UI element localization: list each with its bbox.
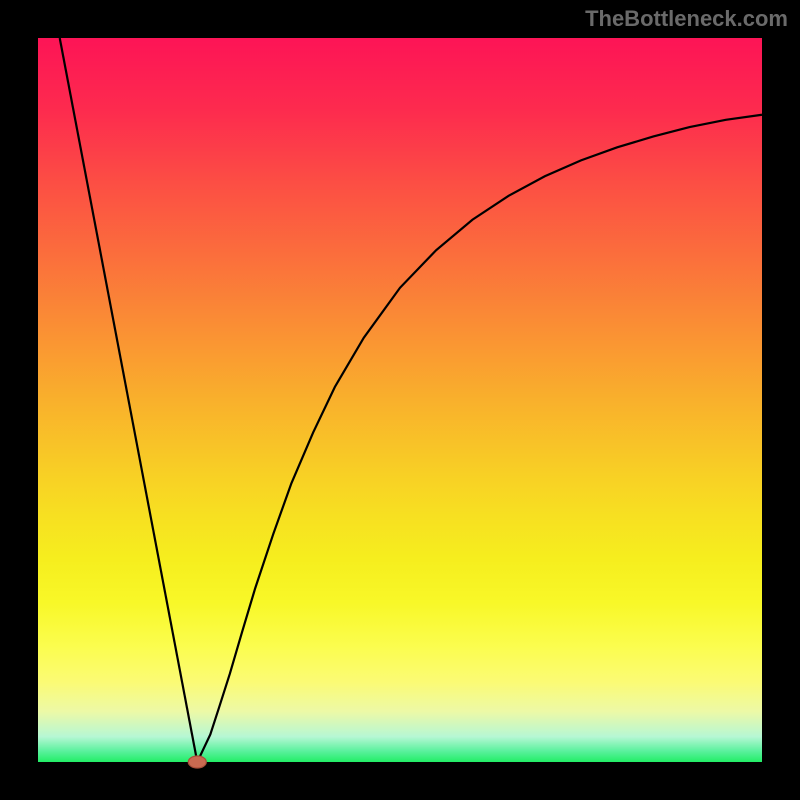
chart-container: TheBottleneck.com <box>0 0 800 800</box>
minimum-marker <box>188 756 206 768</box>
bottleneck-curve-chart <box>0 0 800 800</box>
watermark-text: TheBottleneck.com <box>585 6 788 32</box>
chart-plot-area <box>38 38 762 762</box>
